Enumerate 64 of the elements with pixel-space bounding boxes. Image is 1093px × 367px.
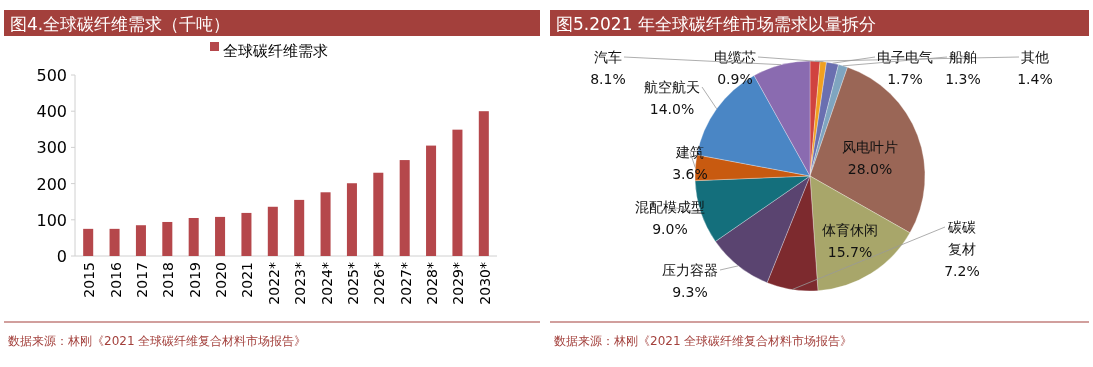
bar [215,216,226,256]
y-tick-label: 200 [36,174,67,194]
bar [373,172,384,256]
data-label: 7.2% [944,263,980,279]
slice-label: 汽车 [594,49,622,65]
bar [452,129,463,256]
bar [241,212,252,256]
bar [478,111,489,256]
slice-label: 电子电气 [877,49,933,65]
source-note: 数据来源：林刚《2021 全球碳纤维复合材料市场报告》 [554,334,853,348]
x-tick-label: 2020 [213,262,230,298]
data-label: 15.7% [827,244,873,260]
chart-title: 图5.2021 年全球碳纤维市场需求以量拆分 [556,14,876,34]
slice-label: 其他 [1021,49,1049,65]
bar [399,160,410,256]
y-tick-label: 300 [36,138,67,158]
source-note: 数据来源：林刚《2021 全球碳纤维复合材料市场报告》 [8,334,307,348]
y-tick-label: 0 [56,247,67,266]
bar [267,206,278,256]
x-tick-label: 2029* [450,262,467,305]
data-label: 1.7% [887,71,923,87]
y-tick-label: 500 [36,66,67,85]
x-tick-label: 2021 [239,262,256,298]
x-tick-label: 2017 [133,262,150,298]
legend-label: 全球碳纤维需求 [223,42,328,60]
slice-label: 压力容器 [662,262,718,278]
slice-label: 船舶 [949,49,977,65]
x-tick-label: 2016 [107,261,124,298]
x-tick-label: 2015 [81,262,98,298]
bar [109,228,120,256]
slice-label: 体育休闲 [822,222,878,238]
slice-label: 碳碳复材 [947,219,976,257]
slice-label: 风电叶片 [842,139,898,155]
x-tick-label: 2025* [344,262,361,305]
data-label: 9.0% [652,221,688,237]
bar [83,228,94,256]
x-tick-label: 2026* [371,262,388,305]
chart-title: 图4.全球碳纤维需求（千吨） [10,14,231,34]
bar [162,221,173,256]
y-tick-label: 400 [36,102,67,122]
x-tick-label: 2023* [292,262,309,305]
bar [294,199,305,256]
bar [426,145,437,256]
data-label: 8.1% [590,71,626,87]
bar [135,225,146,256]
slice-label: 电缆芯 [714,49,756,65]
data-label: 1.3% [945,71,981,87]
x-tick-label: 2022* [265,262,282,305]
bar [346,183,357,256]
y-tick-label: 100 [36,210,67,230]
data-label: 9.3% [672,284,708,300]
x-tick-label: 2019 [186,262,203,298]
data-label: 28.0% [847,161,893,177]
data-label: 0.9% [717,71,753,87]
x-tick-label: 2018 [160,262,177,298]
data-label: 1.4% [1017,71,1053,87]
data-label: 14.0% [649,101,695,117]
x-tick-label: 2028* [424,262,441,305]
x-tick-label: 2024* [318,262,335,305]
x-tick-label: 2027* [397,262,414,305]
bar [188,217,199,256]
x-tick-label: 2030* [476,262,493,305]
bar [320,192,331,256]
slice-label: 航空航天 [644,79,700,95]
